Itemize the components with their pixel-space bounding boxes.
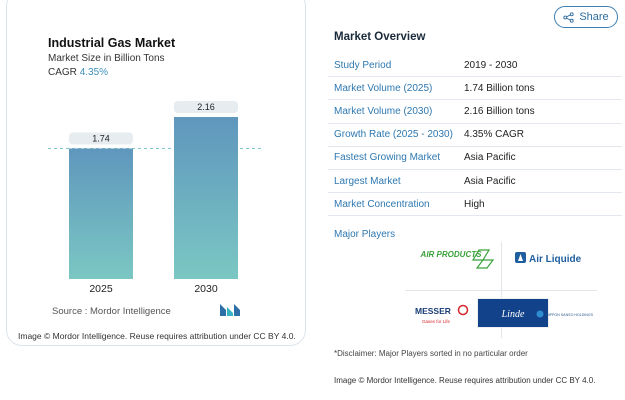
air-liquide-text: Air Liquide	[529, 254, 582, 265]
share-icon	[563, 11, 574, 23]
air-products-text: AIR PRODUCTS	[420, 250, 483, 259]
value-label-bg	[174, 101, 238, 113]
x-tick-2030: 2030	[194, 283, 218, 295]
overview-key: Study Period	[334, 59, 392, 71]
share-label: Share	[579, 11, 609, 23]
overview-value: Asia Pacific	[464, 175, 516, 187]
air-products-logo: AIR PRODUCTS	[420, 249, 495, 269]
messer-logo: MESSER Gases for Life	[415, 304, 469, 324]
value-label-2030: 2.16	[197, 102, 215, 112]
messer-text: MESSER	[415, 306, 451, 316]
cagr-line: CAGR 4.35%	[48, 67, 108, 78]
disclaimer-text: *Disclaimer: Major Players sorted in no …	[334, 349, 528, 358]
bar-2030	[174, 117, 238, 279]
linde-text: Linde	[501, 309, 525, 320]
nippon-sanso-logo: NIPPON SANSO HOLDINGS	[536, 310, 594, 318]
value-label-2025: 1.74	[92, 134, 110, 144]
overview-value: 2019 - 2030	[464, 59, 518, 71]
overview-value: 2.16 Billion tons	[464, 105, 535, 117]
overview-title: Market Overview	[334, 31, 426, 43]
overview-value: High	[464, 198, 485, 210]
value-label-bg	[69, 132, 133, 145]
overview-row: Largest Market Asia Pacific	[328, 170, 622, 194]
overview-key: Market Volume (2030)	[334, 105, 433, 117]
overview-key: Market Volume (2025)	[334, 82, 433, 94]
cagr-value: 4.35%	[79, 67, 109, 78]
overview-value: 1.74 Billion tons	[464, 82, 535, 94]
messer-tagline: Gases for Life	[422, 319, 451, 324]
overview-key: Largest Market	[334, 175, 401, 187]
bar-2025	[69, 148, 133, 279]
major-players-grid: AIR PRODUCTS Air Liquide MESSER Gases fo…	[405, 240, 597, 340]
overview-value: 4.35% CAGR	[464, 129, 525, 141]
linde-logo: Linde	[478, 299, 548, 327]
x-tick-2025: 2025	[89, 283, 113, 295]
overview-key: Growth Rate (2025 - 2030)	[334, 129, 453, 141]
cagr-label: CAGR	[48, 67, 77, 78]
overview-key: Market Concentration	[334, 198, 430, 210]
overview-row: Growth Rate (2025 - 2030) 4.35% CAGR	[328, 124, 622, 147]
image-credit: Image © Mordor Intelligence. Reuse requi…	[18, 331, 296, 341]
overview-row: Fastest Growing Market Asia Pacific	[328, 147, 622, 170]
overview-row: Market Concentration High	[328, 193, 622, 217]
image-credit-right: Image © Mordor Intelligence. Reuse requi…	[334, 376, 596, 385]
overview-value: Asia Pacific	[464, 152, 516, 164]
share-button[interactable]: Share	[554, 6, 618, 28]
overview-row: Study Period 2019 - 2030	[328, 54, 622, 78]
chart-title: Industrial Gas Market	[48, 36, 176, 50]
air-liquide-logo: Air Liquide	[515, 252, 582, 265]
overview-row: Market Volume (2025) 1.74 Billion tons	[328, 77, 622, 101]
grid-divider	[501, 242, 502, 338]
overview-row: Market Volume (2030) 2.16 Billion tons	[328, 100, 622, 124]
nippon-sanso-text: NIPPON SANSO HOLDINGS	[546, 313, 594, 317]
mordor-logo-icon	[220, 304, 240, 316]
overview-key: Fastest Growing Market	[334, 152, 441, 164]
chart-source: Source : Mordor Intelligence	[52, 306, 171, 317]
chart-card	[6, 0, 306, 346]
chart-subtitle: Market Size in Billion Tons	[48, 53, 165, 64]
bar-chart: 1.74 2025 2.16 2030	[48, 101, 262, 295]
overview-table: Study Period 2019 - 2030 Market Volume (…	[328, 54, 622, 217]
major-players-label: Major Players	[334, 229, 396, 240]
